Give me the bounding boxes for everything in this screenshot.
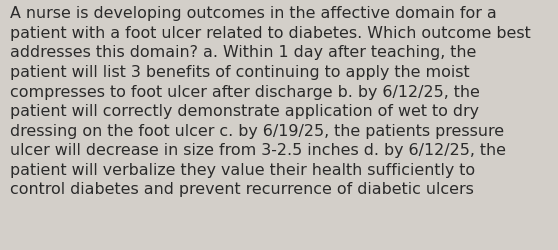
Text: A nurse is developing outcomes in the affective domain for a
patient with a foot: A nurse is developing outcomes in the af… <box>10 6 531 196</box>
